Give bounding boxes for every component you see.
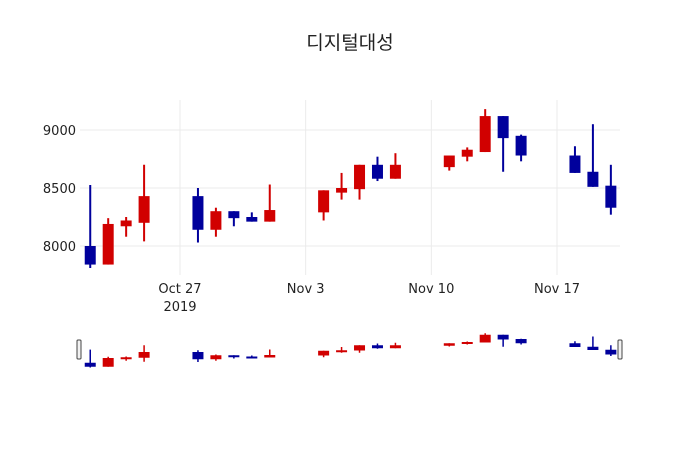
candle[interactable] [605, 164, 617, 215]
candle[interactable] [515, 134, 527, 162]
candle[interactable] [587, 124, 599, 187]
candle[interactable] [210, 207, 222, 237]
candle[interactable] [389, 153, 401, 179]
candle[interactable] [102, 218, 114, 265]
x-tick-label: Nov 17 [534, 282, 580, 297]
candle[interactable] [479, 109, 491, 153]
x-tick-year-label: 2019 [163, 300, 196, 315]
y-axis: 8000 8500 9000 [43, 124, 76, 255]
y-tick-label: 8500 [43, 182, 76, 197]
range-slider-left-handle[interactable] [76, 339, 82, 360]
candle[interactable] [443, 155, 455, 171]
range-slider-right-handle[interactable] [617, 339, 623, 360]
y-tick-label: 9000 [43, 124, 76, 139]
x-tick-label: Oct 27 [158, 282, 201, 297]
candle[interactable] [246, 212, 258, 222]
range-slider[interactable] [76, 333, 623, 368]
candle[interactable] [371, 156, 383, 182]
candle[interactable] [138, 164, 150, 242]
candle[interactable] [461, 147, 473, 162]
candle[interactable] [120, 217, 132, 237]
x-tick-label: Nov 3 [287, 282, 325, 297]
candle[interactable] [354, 164, 366, 200]
candle[interactable] [264, 184, 276, 222]
range-slider-candles [84, 333, 617, 368]
candle[interactable] [318, 190, 330, 221]
candle[interactable] [497, 116, 509, 172]
candle[interactable] [192, 188, 204, 243]
candles [84, 109, 617, 269]
grid-lines [80, 100, 620, 275]
candle[interactable] [569, 146, 581, 173]
x-tick-label: Nov 10 [408, 282, 454, 297]
chart-title: 디지털대성 [306, 32, 394, 54]
candle[interactable] [228, 211, 240, 227]
y-tick-label: 8000 [43, 240, 76, 255]
x-axis: Oct 27 2019 Nov 3 Nov 10 Nov 17 [158, 282, 580, 315]
candle[interactable] [336, 172, 348, 200]
candle[interactable] [84, 184, 96, 269]
